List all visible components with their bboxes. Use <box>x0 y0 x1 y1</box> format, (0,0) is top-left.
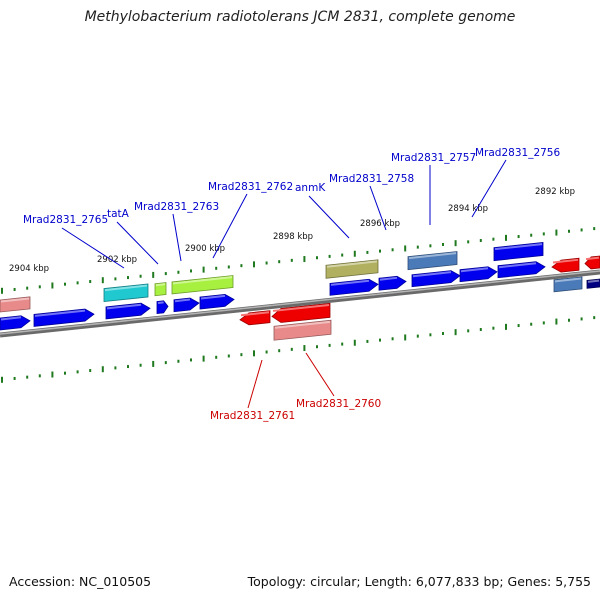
gene-label-forward: Mrad2831_2762 <box>208 181 293 193</box>
feature-lime-shine <box>172 276 233 285</box>
feature-pink[interactable] <box>273 319 332 341</box>
cds-feature-shine <box>106 303 142 310</box>
gene-label-forward: tatA <box>107 208 130 220</box>
label-leader <box>116 221 159 265</box>
feature-navy-shine <box>587 279 600 283</box>
cds-feature-shine <box>498 262 537 269</box>
reverse-feature-shine <box>585 256 600 261</box>
ruler-label: 2894 kbp <box>448 204 488 214</box>
reverse-feature[interactable] <box>271 302 331 323</box>
feature-lime[interactable] <box>171 275 234 295</box>
feature-cyan-shine <box>104 284 148 292</box>
cds-feature-shine <box>157 301 164 305</box>
cds-feature-shine <box>34 309 86 317</box>
cds-feature[interactable] <box>33 308 95 327</box>
feature-steel-shine <box>408 252 457 260</box>
feature-olive-shine <box>326 260 378 268</box>
cds-feature-shine <box>200 294 226 300</box>
label-leader <box>61 227 125 269</box>
accession-text: Accession: NC_010505 <box>9 574 152 589</box>
ruler-label: 2898 kbp <box>273 232 313 242</box>
cds-feature-shine <box>412 271 452 278</box>
gene-label-forward: Mrad2831_2756 <box>475 147 560 159</box>
ruler-label: 2900 kbp <box>185 244 225 254</box>
label-leader <box>247 359 263 409</box>
feature-pink-shine <box>274 320 331 329</box>
feature-steel-shine <box>554 277 582 283</box>
ruler-label: 2902 kbp <box>97 255 137 265</box>
gene-label-forward: Mrad2831_2763 <box>134 201 219 213</box>
gene-label-reverse: Mrad2831_2761 <box>210 410 295 422</box>
cds-feature-shine <box>494 243 543 251</box>
reverse-feature[interactable] <box>584 255 600 270</box>
label-leader <box>369 185 387 231</box>
map-title: Methylobacterium radiotolerans JCM 2831,… <box>84 9 516 25</box>
label-leader <box>471 159 507 218</box>
reverse-feature-shine <box>272 303 330 312</box>
ruler-label: 2904 kbp <box>9 264 49 274</box>
reverse-feature[interactable] <box>551 257 580 273</box>
cds-feature-shine <box>460 267 489 273</box>
genome-backbone-highlight <box>0 270 600 335</box>
feature-olive[interactable] <box>325 259 379 279</box>
label-leader <box>305 352 335 397</box>
topology-text: Topology: circular; Length: 6,077,833 bp… <box>247 574 591 589</box>
gene-label-forward: Mrad2831_2758 <box>329 173 414 185</box>
genome-backbone <box>0 269 600 338</box>
cds-feature-shine <box>379 276 398 281</box>
reverse-feature-shine <box>552 258 579 264</box>
gene-label-forward: anmK <box>295 182 326 194</box>
label-leader <box>172 213 182 262</box>
gene-label-forward: Mrad2831_2757 <box>391 152 476 164</box>
ruler-label: 2896 kbp <box>360 219 400 229</box>
label-leader <box>212 193 248 259</box>
feature-lime-shine <box>155 283 166 287</box>
gene-label-reverse: Mrad2831_2760 <box>296 398 381 410</box>
feature-pink-shine <box>0 297 30 303</box>
cds-feature-shine <box>174 298 191 303</box>
cds-feature[interactable] <box>156 300 169 314</box>
cds-feature-shine <box>330 279 370 286</box>
cds-feature-shine <box>0 316 22 321</box>
gene-label-forward: Mrad2831_2765 <box>23 214 108 226</box>
label-leader <box>308 195 350 239</box>
reverse-feature-shine <box>240 311 270 317</box>
ruler-label: 2892 kbp <box>535 187 575 197</box>
